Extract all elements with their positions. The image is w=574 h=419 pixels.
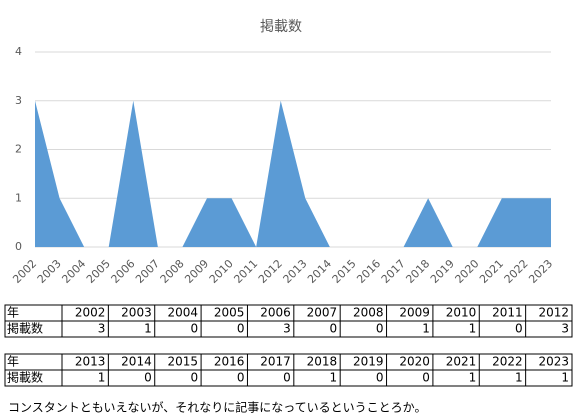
table-year: 2018 [307,355,338,369]
row-label: 年 [7,306,19,320]
x-tick-label: 2006 [109,257,138,286]
table-value: 3 [561,322,569,336]
chart-title: 掲載数 [260,19,302,35]
table-value: 1 [144,322,152,336]
x-tick-label: 2003 [35,257,64,286]
table-value: 3 [98,322,106,336]
row-label: 掲載数 [7,321,43,336]
table-value: 0 [515,322,523,336]
table-year: 2005 [214,306,245,320]
x-tick-label: 2013 [281,257,310,286]
table-value: 0 [376,322,384,336]
row-label: 掲載数 [7,370,43,385]
x-tick-label: 2014 [305,257,334,286]
x-tick-label: 2005 [84,257,113,286]
x-tick-label: 2019 [428,257,457,286]
table-year: 2011 [492,306,523,320]
x-tick-label: 2020 [453,257,482,286]
table-value: 0 [190,371,198,385]
table-value: 0 [144,371,152,385]
table-value: 0 [422,371,430,385]
x-tick-label: 2017 [379,257,408,286]
x-tick-label: 2009 [182,257,211,286]
x-tick-label: 2023 [526,257,555,286]
table-year: 2023 [538,355,569,369]
table-value: 1 [469,371,477,385]
y-tick-label: 3 [15,94,22,107]
x-tick-label: 2021 [477,257,506,286]
table-year: 2013 [75,355,106,369]
table-year: 2009 [399,306,430,320]
y-tick-label: 2 [15,143,22,156]
table-year: 2022 [492,355,523,369]
x-tick-label: 2008 [158,257,187,286]
table-value: 0 [237,322,245,336]
table-year: 2016 [214,355,245,369]
table-year: 2015 [168,355,199,369]
caption: コンスタントともいえないが、それなりに記事になっているということろか。 [8,400,426,415]
table-value: 0 [237,371,245,385]
y-tick-label: 4 [15,45,22,58]
table-value: 1 [422,322,430,336]
table-value: 3 [283,322,291,336]
x-tick-label: 2022 [502,257,531,286]
x-tick-label: 2016 [354,257,383,286]
x-tick-label: 2010 [207,257,236,286]
table-year: 2006 [260,306,291,320]
table-year: 2012 [538,306,569,320]
table-year: 2019 [353,355,384,369]
table-value: 1 [98,371,106,385]
table-year: 2020 [399,355,430,369]
x-tick-label: 2011 [231,257,260,286]
table-year: 2014 [121,355,152,369]
table-year: 2004 [168,306,199,320]
table-year: 2021 [446,355,477,369]
table-value: 0 [283,371,291,385]
table-year: 2002 [75,306,106,320]
table-year: 2017 [260,355,291,369]
table-year: 2010 [446,306,477,320]
x-tick-label: 2004 [59,257,88,286]
y-tick-label: 0 [15,240,22,253]
x-tick-label: 2015 [330,257,359,286]
table-year: 2003 [121,306,152,320]
x-tick-label: 2018 [403,257,432,286]
x-tick-label: 2012 [256,257,285,286]
x-tick-label: 2002 [10,257,39,286]
table-value: 1 [561,371,569,385]
y-tick-label: 1 [15,191,22,204]
table-value: 0 [330,322,338,336]
x-tick-label: 2007 [133,257,162,286]
table-value: 0 [190,322,198,336]
table-value: 0 [376,371,384,385]
table-value: 1 [515,371,523,385]
table-value: 1 [330,371,338,385]
row-label: 年 [7,355,19,369]
table-value: 1 [469,322,477,336]
table-year: 2008 [353,306,384,320]
table-year: 2007 [307,306,338,320]
area [35,100,551,247]
